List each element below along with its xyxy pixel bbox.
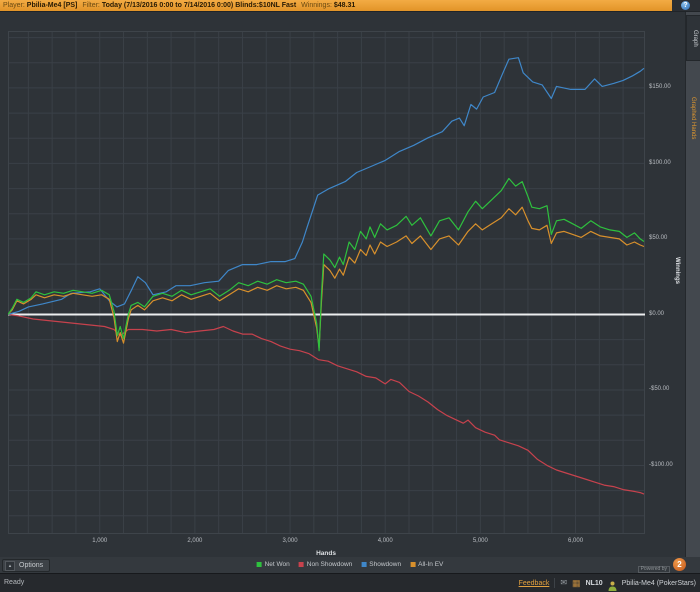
x-axis-title: Hands <box>316 550 336 557</box>
tab-graphed-hands[interactable]: Graphed Hands <box>690 96 696 140</box>
x-tick-label: 2,000 <box>187 538 203 544</box>
y-tick-label: -$100.00 <box>649 461 673 468</box>
player-value: Pbilia-Me4 [PS] <box>26 2 78 9</box>
status-bar: Ready Feedback ✉ ▦ NL10 Pbilia-Me4 (Poke… <box>0 573 700 592</box>
legend-swatch-icon <box>410 562 416 567</box>
account-label[interactable]: Pbilia-Me4 (PokerStars) <box>621 579 696 587</box>
table-icon: ▦ <box>572 578 581 588</box>
chart-area: $150.00 $100.00 $50.00 $0.00 -$50.00 -$100.00… <box>0 12 685 558</box>
hm2-logo-icon: 2 <box>673 558 686 571</box>
options-button[interactable]: ▴ Options <box>2 559 51 572</box>
legend-label: Net Won <box>264 561 290 568</box>
player-label: Player: <box>3 2 25 9</box>
winnings-graph[interactable] <box>8 31 645 534</box>
legend-item-net-won: Net Won <box>256 561 290 568</box>
x-tick-label: 5,000 <box>472 538 488 544</box>
legend-item-non-showdown: Non Showdown <box>298 561 353 568</box>
summary-bar: Player: Pbilia-Me4 [PS] Filter: Today (7/13… <box>0 0 672 11</box>
filter-value: Today (7/13/2016 0:00 to 7/14/2016 0:00)… <box>101 2 297 9</box>
help-icon[interactable]: ? <box>681 1 690 10</box>
winnings-value: $48.31 <box>333 2 356 9</box>
legend-swatch-icon <box>256 562 262 567</box>
legend-swatch-icon <box>298 562 304 567</box>
feedback-link[interactable]: Feedback <box>518 579 550 587</box>
status-separator <box>554 578 556 588</box>
envelope-icon[interactable]: ✉ <box>560 578 568 587</box>
options-bar: ▴ Options Net Won Non Showdown Showdown All… <box>0 557 700 588</box>
graph-panel: $150.00 $100.00 $50.00 $0.00 -$50.00 -$100.00… <box>0 11 700 558</box>
legend-item-all-in-ev: All-In EV <box>410 561 443 568</box>
status-ready-text: Ready <box>4 579 25 586</box>
series-all-in-ev <box>8 206 645 349</box>
x-tick-label: 4,000 <box>377 538 393 544</box>
y-tick-label: $150.00 <box>649 84 671 91</box>
legend-item-showdown: Showdown <box>361 561 401 568</box>
powered-by-text: Powered by <box>637 566 670 573</box>
legend-label: All-In EV <box>418 561 444 568</box>
x-tick-label: 6,000 <box>568 538 584 544</box>
x-tick-label: 1,000 <box>92 538 108 544</box>
side-tab-strip: Graph Graphed Hands <box>685 12 700 558</box>
y-axis-title: Winnings <box>674 257 680 284</box>
y-tick-label: $50.00 <box>649 235 668 242</box>
legend-label: Non Showdown <box>306 561 353 568</box>
options-button-label: Options <box>19 562 44 569</box>
legend: Net Won Non Showdown Showdown All-In EV <box>256 561 443 568</box>
tab-graph[interactable]: Graph <box>686 15 700 61</box>
legend-swatch-icon <box>361 562 367 567</box>
series-non-showdown <box>8 313 645 495</box>
y-tick-label: $0.00 <box>649 310 665 317</box>
status-right-group: Feedback ✉ ▦ NL10 Pbilia-Me4 (PokerStars… <box>519 574 696 592</box>
x-tick-label: 3,000 <box>282 538 298 544</box>
y-tick-label: -$50.00 <box>649 386 670 393</box>
filter-label: Filter: <box>82 2 100 9</box>
y-tick-label: $100.00 <box>649 159 671 166</box>
legend-label: Showdown <box>369 561 402 568</box>
series-showdown <box>8 57 645 315</box>
summary-bar-row: Player: Pbilia-Me4 [PS] Filter: Today (7/13… <box>0 0 700 11</box>
winnings-label: Winnings: <box>301 2 332 9</box>
player-avatar-icon <box>608 578 617 591</box>
topbar-corner: ? <box>672 0 700 11</box>
collapse-arrow-icon: ▴ <box>5 560 15 571</box>
stakes-label[interactable]: NL10 <box>585 579 603 587</box>
series-net-won <box>8 177 645 352</box>
